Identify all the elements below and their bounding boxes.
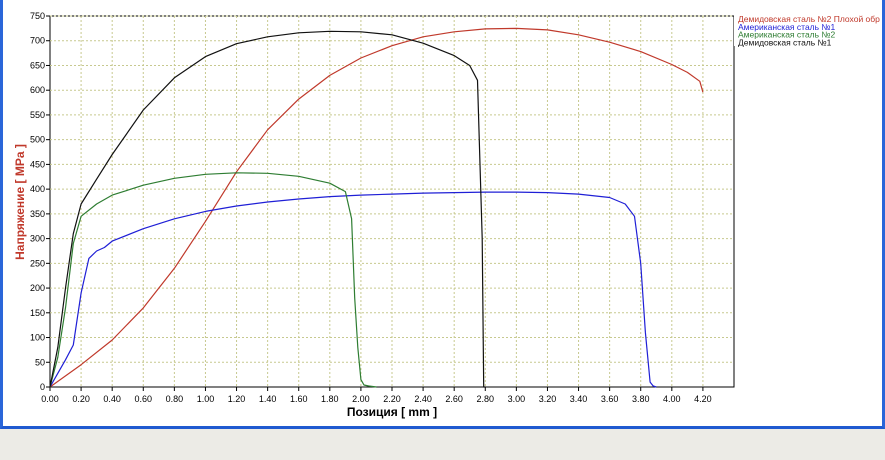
- x-tick-label: 3.00: [508, 394, 526, 404]
- x-tick-label: 3.80: [632, 394, 650, 404]
- y-tick-label: 550: [30, 110, 45, 120]
- x-tick-label: 1.60: [290, 394, 308, 404]
- y-tick-label: 300: [30, 234, 45, 244]
- x-tick-label: 0.60: [135, 394, 153, 404]
- stress-position-chart: 0.00 0.20 0.40 0.60 0.80 1.00 1.20 1.40 1.60 1.80…: [13, 11, 880, 419]
- series-line-3: [49, 172, 377, 388]
- legend-entry-3: Американская сталь №2: [738, 30, 836, 40]
- y-tick-label: 750: [30, 11, 45, 21]
- series-line-1: [49, 27, 704, 388]
- x-tick-label: 2.20: [383, 394, 401, 404]
- x-tick-label: 3.20: [539, 394, 557, 404]
- x-tick-label: 3.60: [601, 394, 619, 404]
- x-tick-label: 2.80: [477, 394, 495, 404]
- y-tick-label: 400: [30, 184, 45, 194]
- x-tick-label: 1.80: [321, 394, 339, 404]
- x-tick-label: 0.40: [103, 394, 121, 404]
- x-tick-label: 2.60: [445, 394, 463, 404]
- x-tick-label: 1.40: [259, 394, 277, 404]
- x-tick-label: 2.00: [352, 394, 370, 404]
- legend-entry-4: Демидовская сталь №1: [738, 37, 832, 47]
- y-tick-label: 50: [35, 357, 45, 367]
- x-tick-label: 4.00: [663, 394, 681, 404]
- y-tick-label: 0: [40, 382, 45, 392]
- y-tick-label: 100: [30, 333, 45, 343]
- x-tick-label: 2.40: [414, 394, 432, 404]
- y-tick-label: 150: [30, 308, 45, 318]
- series-lines: [49, 27, 704, 388]
- x-axis-title: Позиция [ mm ]: [347, 405, 437, 419]
- series-line-2: [49, 191, 657, 388]
- legend-entry-2: Американская сталь №1: [738, 22, 836, 32]
- x-tick-label: 1.20: [228, 394, 246, 404]
- legend: Демидовская сталь №2 Плохой обрАмериканс…: [738, 14, 880, 47]
- x-tick-label: 3.40: [570, 394, 588, 404]
- chart-window: 0.00 0.20 0.40 0.60 0.80 1.00 1.20 1.40 1.60 1.80…: [0, 0, 885, 429]
- y-tick-label: 650: [30, 60, 45, 70]
- legend-box: [734, 12, 880, 46]
- x-tick-label: 0.00: [41, 394, 59, 404]
- x-tick-label: 0.20: [72, 394, 90, 404]
- legend-entry-1: Демидовская сталь №2 Плохой обр: [738, 14, 880, 24]
- x-tick-label: 0.80: [166, 394, 184, 404]
- x-tick-label: 4.20: [694, 394, 712, 404]
- y-tick-label: 250: [30, 258, 45, 268]
- y-tick-label: 500: [30, 135, 45, 145]
- grid: [50, 15, 734, 387]
- bottom-panel: [0, 429, 885, 460]
- y-tick-label: 600: [30, 85, 45, 95]
- y-tick-label: 350: [30, 209, 45, 219]
- series-line-4: [49, 30, 486, 388]
- x-tick-label: 1.00: [197, 394, 215, 404]
- y-axis-title: Напряжение [ MPa ]: [13, 144, 27, 260]
- y-tick-label: 700: [30, 36, 45, 46]
- y-tick-label: 450: [30, 159, 45, 169]
- y-tick-label: 200: [30, 283, 45, 293]
- axis-ticks: 0.00 0.20 0.40 0.60 0.80 1.00 1.20 1.40 1.60 1.80…: [30, 11, 712, 404]
